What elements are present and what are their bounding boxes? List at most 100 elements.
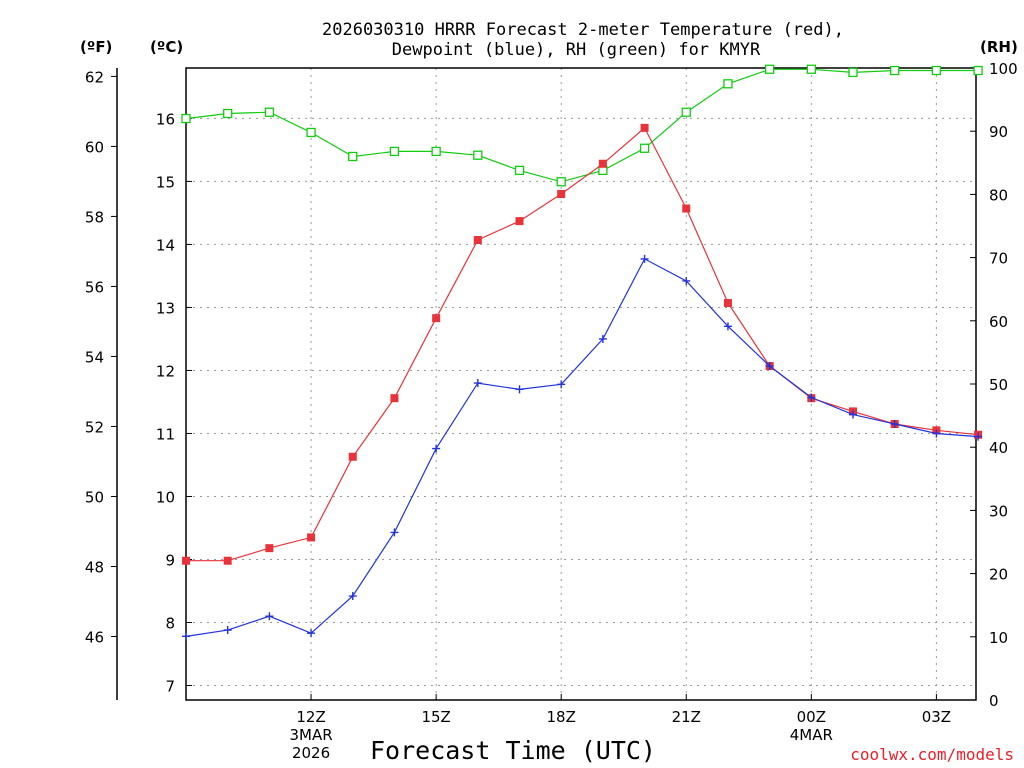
fahrenheit-unit-label: (ºF) [80, 38, 112, 56]
rh-point-12 [681, 107, 691, 117]
rh-line [185, 68, 979, 183]
celsius-tick-label-7: 14 [156, 236, 175, 254]
time-tick-label-1-0: 15Z [421, 708, 450, 726]
rh-tick-label-9: 90 [989, 123, 1008, 141]
celsius-tick-label-2: 9 [165, 551, 175, 569]
temperature-point-0 [182, 556, 190, 565]
credit-text: coolwx.com/models [850, 745, 1014, 764]
temperature-point-12 [682, 204, 691, 213]
dewpoint-point-15 [807, 393, 816, 402]
fahrenheit-tick-label-5: 56 [85, 278, 104, 296]
temperature-point-7 [473, 236, 482, 245]
rh-unit-label: (RH) [980, 38, 1018, 56]
time-tick-label-0-2: 2026 [292, 744, 330, 762]
fahrenheit-tick-label-3: 52 [85, 418, 104, 436]
rh-point-13 [723, 79, 733, 89]
dewpoint-point-7 [473, 379, 482, 388]
rh-point-14 [764, 64, 775, 74]
time-tick-label-4-0: 00Z [797, 708, 826, 726]
dewpoint-point-16 [849, 410, 858, 419]
temperature-point-3 [307, 533, 316, 542]
dewpoint-point-4 [348, 592, 357, 601]
dewpoint-line [185, 258, 979, 637]
celsius-tick-label-5: 12 [156, 362, 175, 380]
dewpoint-point-8 [515, 385, 524, 394]
rh-point-2 [264, 107, 275, 117]
fahrenheit-tick-label-2: 50 [85, 488, 104, 506]
dewpoint-series [182, 254, 983, 641]
rh-tick-label-2: 20 [989, 566, 1008, 584]
rh-point-11 [639, 143, 650, 153]
temperature-point-1 [223, 556, 232, 565]
rh-tick-label-10: 100 [989, 60, 1018, 78]
rh-point-15 [806, 64, 816, 74]
temperature-point-6 [432, 314, 441, 323]
plot-frame [185, 67, 977, 701]
time-tick-label-3-0: 21Z [672, 708, 701, 726]
dewpoint-point-19 [974, 432, 983, 441]
time-tick-label-5-0: 03Z [922, 708, 951, 726]
celsius-tick-label-6: 13 [156, 299, 175, 317]
rh-tick-label-0: 0 [989, 692, 999, 710]
rh-tick-label-3: 30 [989, 502, 1008, 520]
rh-point-18 [931, 65, 942, 76]
chart-title-line1: 2026030310 HRRR Forecast 2-meter Tempera… [322, 20, 844, 40]
temperature-point-9 [557, 190, 566, 199]
temperature-point-13 [723, 299, 732, 308]
dewpoint-point-5 [390, 528, 399, 537]
fahrenheit-tick-label-4: 54 [85, 348, 104, 366]
time-tick-label-2-0: 18Z [547, 708, 576, 726]
fahrenheit-tick-label-7: 60 [85, 138, 104, 156]
x-axis-title: Forecast Time (UTC) [370, 736, 656, 765]
time-tick-label-4-1: 4MAR [790, 726, 833, 744]
chart-title-line2: Dewpoint (blue), RH (green) for KMYR [392, 40, 761, 60]
dewpoint-point-17 [890, 420, 899, 429]
rh-point-4 [348, 151, 358, 162]
fahrenheit-tick-label-8: 62 [85, 68, 104, 86]
temperature-point-11 [640, 123, 649, 132]
rh-point-5 [389, 146, 400, 157]
grid-lines [186, 68, 976, 700]
rh-point-19 [973, 65, 983, 76]
rh-point-16 [848, 67, 858, 78]
temperature-point-10 [598, 159, 607, 168]
rh-tick-label-6: 60 [989, 313, 1008, 331]
celsius-axis: 7 8 9 10 11 12 13 14 15 16 [156, 110, 192, 696]
time-tick-label-0-1: 3MAR [289, 726, 332, 744]
rh-tick-label-5: 50 [989, 376, 1008, 394]
rh-tick-label-1: 10 [989, 629, 1008, 647]
rh-point-6 [431, 146, 441, 157]
celsius-tick-label-1: 8 [165, 614, 175, 632]
temperature-point-4 [348, 452, 357, 461]
dewpoint-point-13 [723, 322, 732, 331]
fahrenheit-tick-label-6: 58 [85, 208, 104, 226]
dewpoint-point-12 [682, 276, 691, 285]
rh-point-8 [514, 165, 525, 176]
temperature-point-2 [265, 544, 274, 553]
rh-point-9 [556, 177, 566, 187]
rh-point-7 [473, 150, 483, 160]
rh-tick-label-8: 80 [989, 186, 1008, 204]
rh-series [181, 64, 983, 187]
dewpoint-point-3 [307, 629, 316, 638]
rh-tick-label-4: 40 [989, 439, 1008, 457]
dewpoint-point-6 [432, 444, 441, 453]
celsius-tick-label-0: 7 [165, 678, 175, 696]
temperature-series [182, 123, 983, 565]
dewpoint-point-9 [557, 380, 566, 389]
dewpoint-point-0 [182, 632, 190, 641]
celsius-tick-label-8: 15 [156, 173, 175, 191]
dewpoint-point-2 [265, 612, 274, 621]
dewpoint-point-18 [932, 429, 941, 438]
dewpoint-point-14 [765, 362, 774, 371]
fahrenheit-axis: 46 48 50 52 54 56 58 60 62 [85, 68, 117, 646]
rh-point-1 [223, 108, 233, 119]
time-tick-label-0-0: 12Z [296, 708, 325, 726]
celsius-unit-label: (ºC) [150, 38, 183, 56]
temperature-point-8 [515, 217, 524, 226]
rh-axis: 0 10 20 30 40 50 60 70 80 90 100 [970, 60, 1018, 710]
celsius-tick-label-3: 10 [156, 488, 175, 506]
dewpoint-point-1 [223, 626, 232, 635]
